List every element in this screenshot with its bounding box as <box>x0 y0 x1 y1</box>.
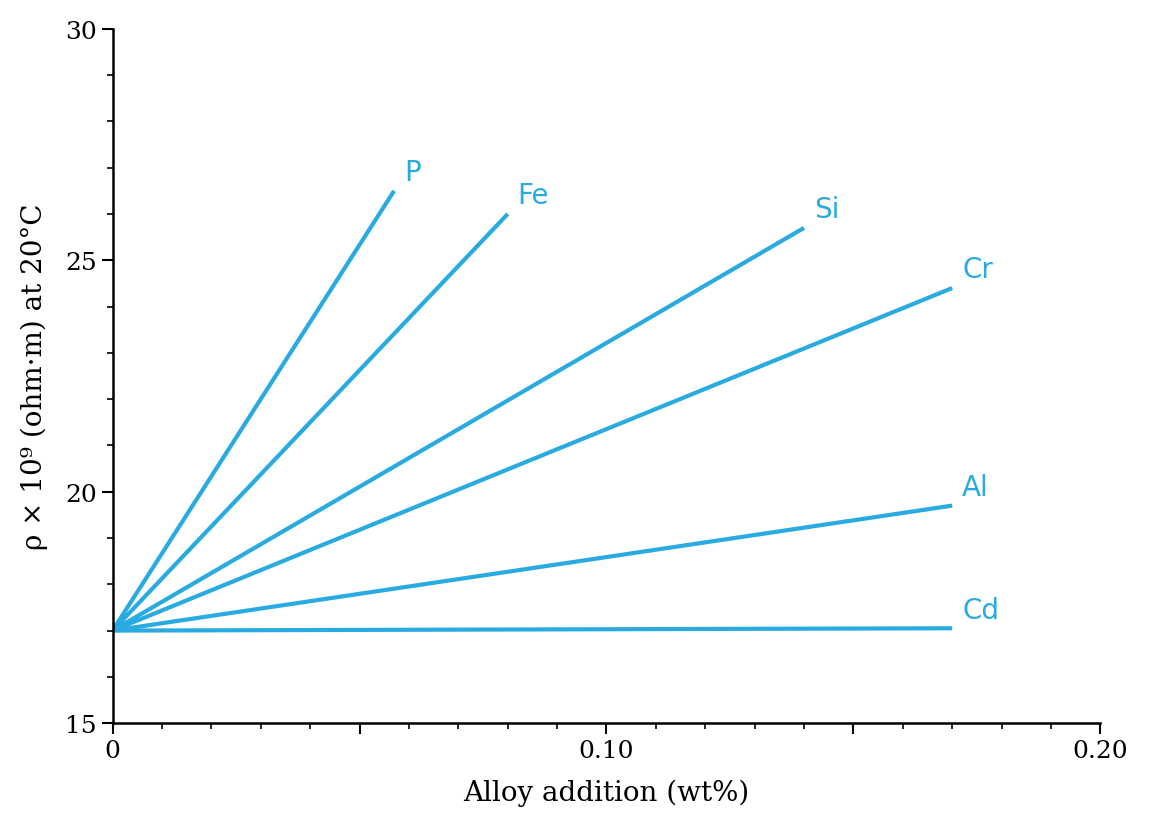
Text: Cd: Cd <box>962 596 1000 624</box>
Text: Al: Al <box>962 473 989 501</box>
Y-axis label: ρ × 10⁹ (ohm·m) at 20°C: ρ × 10⁹ (ohm·m) at 20°C <box>21 203 48 550</box>
Text: P: P <box>404 159 421 187</box>
X-axis label: Alloy addition (wt%): Alloy addition (wt%) <box>463 779 749 806</box>
Text: Si: Si <box>813 196 839 224</box>
Text: Fe: Fe <box>517 182 549 210</box>
Text: Cr: Cr <box>962 256 993 284</box>
